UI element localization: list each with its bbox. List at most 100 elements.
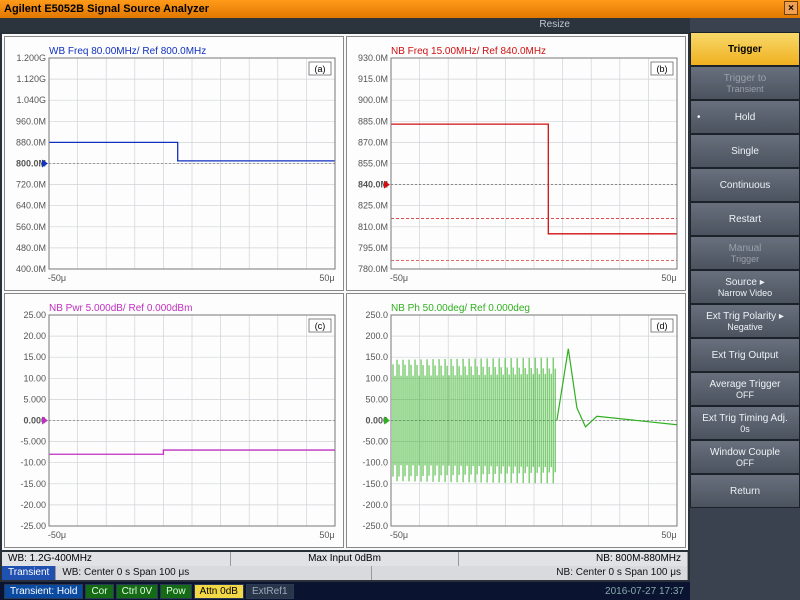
sidebar-menu: TriggerTrigger toTransient•HoldSingleCon… [690, 18, 800, 600]
svg-text:-250.0: -250.0 [362, 521, 388, 531]
svg-text:640.0M: 640.0M [16, 201, 46, 211]
svg-text:100.0: 100.0 [365, 373, 388, 383]
svg-text:-50μ: -50μ [390, 273, 408, 283]
status-bar-1: WB: 1.2G-400MHz Max Input 0dBm NB: 800M-… [2, 552, 688, 566]
svg-text:-50μ: -50μ [48, 273, 66, 283]
svg-text:855.0M: 855.0M [358, 159, 388, 169]
menu-hold[interactable]: •Hold [690, 100, 800, 134]
svg-text:795.0M: 795.0M [358, 243, 388, 253]
close-icon[interactable]: × [784, 1, 798, 15]
menu-single[interactable]: Single [690, 134, 800, 168]
status-tag: Attn 0dB [194, 584, 244, 599]
status-nb-span: NB: Center 0 s Span 100 μs [372, 566, 688, 580]
svg-text:915.0M: 915.0M [358, 74, 388, 84]
svg-text:5.000: 5.000 [23, 394, 46, 404]
svg-text:50μ: 50μ [319, 530, 334, 540]
svg-text:NB Ph 50.00deg/ Ref 0.000deg: NB Ph 50.00deg/ Ref 0.000deg [391, 303, 530, 314]
status-wb-range: WB: 1.2G-400MHz [2, 552, 231, 566]
main-panel: Resize 1.200G 1.120G 1.040G 960.0M 880.0M 800… [0, 18, 690, 600]
menu-manual: ManualTrigger [690, 236, 800, 270]
svg-text:900.0M: 900.0M [358, 95, 388, 105]
svg-text:NB Freq 15.00MHz/ Ref 840.0MHz: NB Freq 15.00MHz/ Ref 840.0MHz [391, 46, 546, 57]
svg-text:400.0M: 400.0M [16, 264, 46, 274]
app-body: Resize 1.200G 1.120G 1.040G 960.0M 880.0M 800… [0, 18, 800, 600]
svg-text:10.00: 10.00 [23, 373, 46, 383]
svg-text:560.0M: 560.0M [16, 222, 46, 232]
svg-text:WB Freq 80.00MHz/ Ref 800.0MHz: WB Freq 80.00MHz/ Ref 800.0MHz [49, 46, 206, 57]
svg-text:20.00: 20.00 [23, 331, 46, 341]
svg-text:50μ: 50μ [661, 530, 676, 540]
menu-ext-trig-polarity[interactable]: Ext Trig Polarity ▸Negative [690, 304, 800, 338]
status-tag: ExtRef1 [246, 584, 294, 599]
svg-text:800.0M: 800.0M [16, 159, 46, 169]
svg-text:930.0M: 930.0M [358, 53, 388, 63]
plot-c: 25.0020.0015.0010.005.0000.000-5.000-10.… [4, 293, 344, 548]
svg-text:50μ: 50μ [319, 273, 334, 283]
svg-text:-150.0: -150.0 [362, 479, 388, 489]
status-bar-2: Transient WB: Center 0 s Span 100 μs NB:… [2, 566, 688, 580]
svg-text:-100.0: -100.0 [362, 458, 388, 468]
svg-text:-25.00: -25.00 [20, 521, 46, 531]
status-tag: Transient: Hold [4, 584, 83, 599]
svg-text:-200.0: -200.0 [362, 500, 388, 510]
svg-text:(d): (d) [657, 321, 668, 331]
svg-text:880.0M: 880.0M [16, 137, 46, 147]
menu-window-couple[interactable]: Window CoupleOFF [690, 440, 800, 474]
status-tag: Pow [160, 584, 191, 599]
menu-trigger-to: Trigger toTransient [690, 66, 800, 100]
menu-continuous[interactable]: Continuous [690, 168, 800, 202]
app-title: Agilent E5052B Signal Source Analyzer [4, 3, 209, 15]
svg-text:870.0M: 870.0M [358, 137, 388, 147]
menu-ext-trig-timing-adj-[interactable]: Ext Trig Timing Adj.0s [690, 406, 800, 440]
svg-text:15.00: 15.00 [23, 352, 46, 362]
svg-text:-50μ: -50μ [390, 530, 408, 540]
svg-text:(b): (b) [657, 64, 668, 74]
plot-a: 1.200G 1.120G 1.040G 960.0M 880.0M 800.0M 720.… [4, 36, 344, 291]
status-mode-tag: Transient [2, 566, 56, 580]
plot-grid: 1.200G 1.120G 1.040G 960.0M 880.0M 800.0M 720.… [2, 34, 688, 550]
svg-text:-50μ: -50μ [48, 530, 66, 540]
status-wb-span: WB: Center 0 s Span 100 μs [56, 566, 372, 580]
plot-b: 930.0M 915.0M 900.0M 885.0M 870.0M 855.0M 840.… [346, 36, 686, 291]
svg-text:-50.00: -50.00 [362, 437, 388, 447]
title-bar: Agilent E5052B Signal Source Analyzer × [0, 0, 800, 18]
menu-return[interactable]: Return [690, 474, 800, 508]
menu-source[interactable]: Source ▸Narrow Video [690, 270, 800, 304]
svg-text:NB Pwr 5.000dB/ Ref 0.000dBm: NB Pwr 5.000dB/ Ref 0.000dBm [49, 303, 192, 314]
menu-trigger[interactable]: Trigger [690, 32, 800, 66]
svg-text:(c): (c) [315, 321, 326, 331]
resize-label[interactable]: Resize [0, 18, 690, 32]
plot-d: 250.0200.0150.0100.050.000.000-50.00-100… [346, 293, 686, 548]
svg-text:720.0M: 720.0M [16, 180, 46, 190]
svg-text:25.00: 25.00 [23, 310, 46, 320]
svg-text:1.200G: 1.200G [16, 53, 46, 63]
svg-text:(a): (a) [315, 64, 326, 74]
status-max-input: Max Input 0dBm [231, 552, 460, 566]
svg-text:200.0: 200.0 [365, 331, 388, 341]
svg-text:780.0M: 780.0M [358, 264, 388, 274]
svg-text:960.0M: 960.0M [16, 116, 46, 126]
svg-text:810.0M: 810.0M [358, 222, 388, 232]
svg-text:-15.00: -15.00 [20, 479, 46, 489]
svg-text:840.0M: 840.0M [358, 180, 388, 190]
menu-restart[interactable]: Restart [690, 202, 800, 236]
clock-label: 2016-07-27 17:37 [605, 586, 690, 597]
menu-average-trigger[interactable]: Average TriggerOFF [690, 372, 800, 406]
svg-text:250.0: 250.0 [365, 310, 388, 320]
bottom-bar: Transient: HoldCorCtrl 0VPowAttn 0dBExtR… [0, 582, 690, 600]
status-tag: Cor [85, 584, 113, 599]
status-tag: Ctrl 0V [116, 584, 159, 599]
svg-text:50μ: 50μ [661, 273, 676, 283]
svg-text:885.0M: 885.0M [358, 116, 388, 126]
status-nb-range: NB: 800M-880MHz [459, 552, 688, 566]
svg-text:-5.000: -5.000 [20, 437, 46, 447]
svg-text:150.0: 150.0 [365, 352, 388, 362]
svg-text:1.040G: 1.040G [16, 95, 46, 105]
svg-text:-10.00: -10.00 [20, 458, 46, 468]
svg-text:825.0M: 825.0M [358, 201, 388, 211]
svg-text:480.0M: 480.0M [16, 243, 46, 253]
svg-text:-20.00: -20.00 [20, 500, 46, 510]
svg-text:1.120G: 1.120G [16, 74, 46, 84]
svg-text:50.00: 50.00 [365, 394, 388, 404]
menu-ext-trig-output[interactable]: Ext Trig Output [690, 338, 800, 372]
